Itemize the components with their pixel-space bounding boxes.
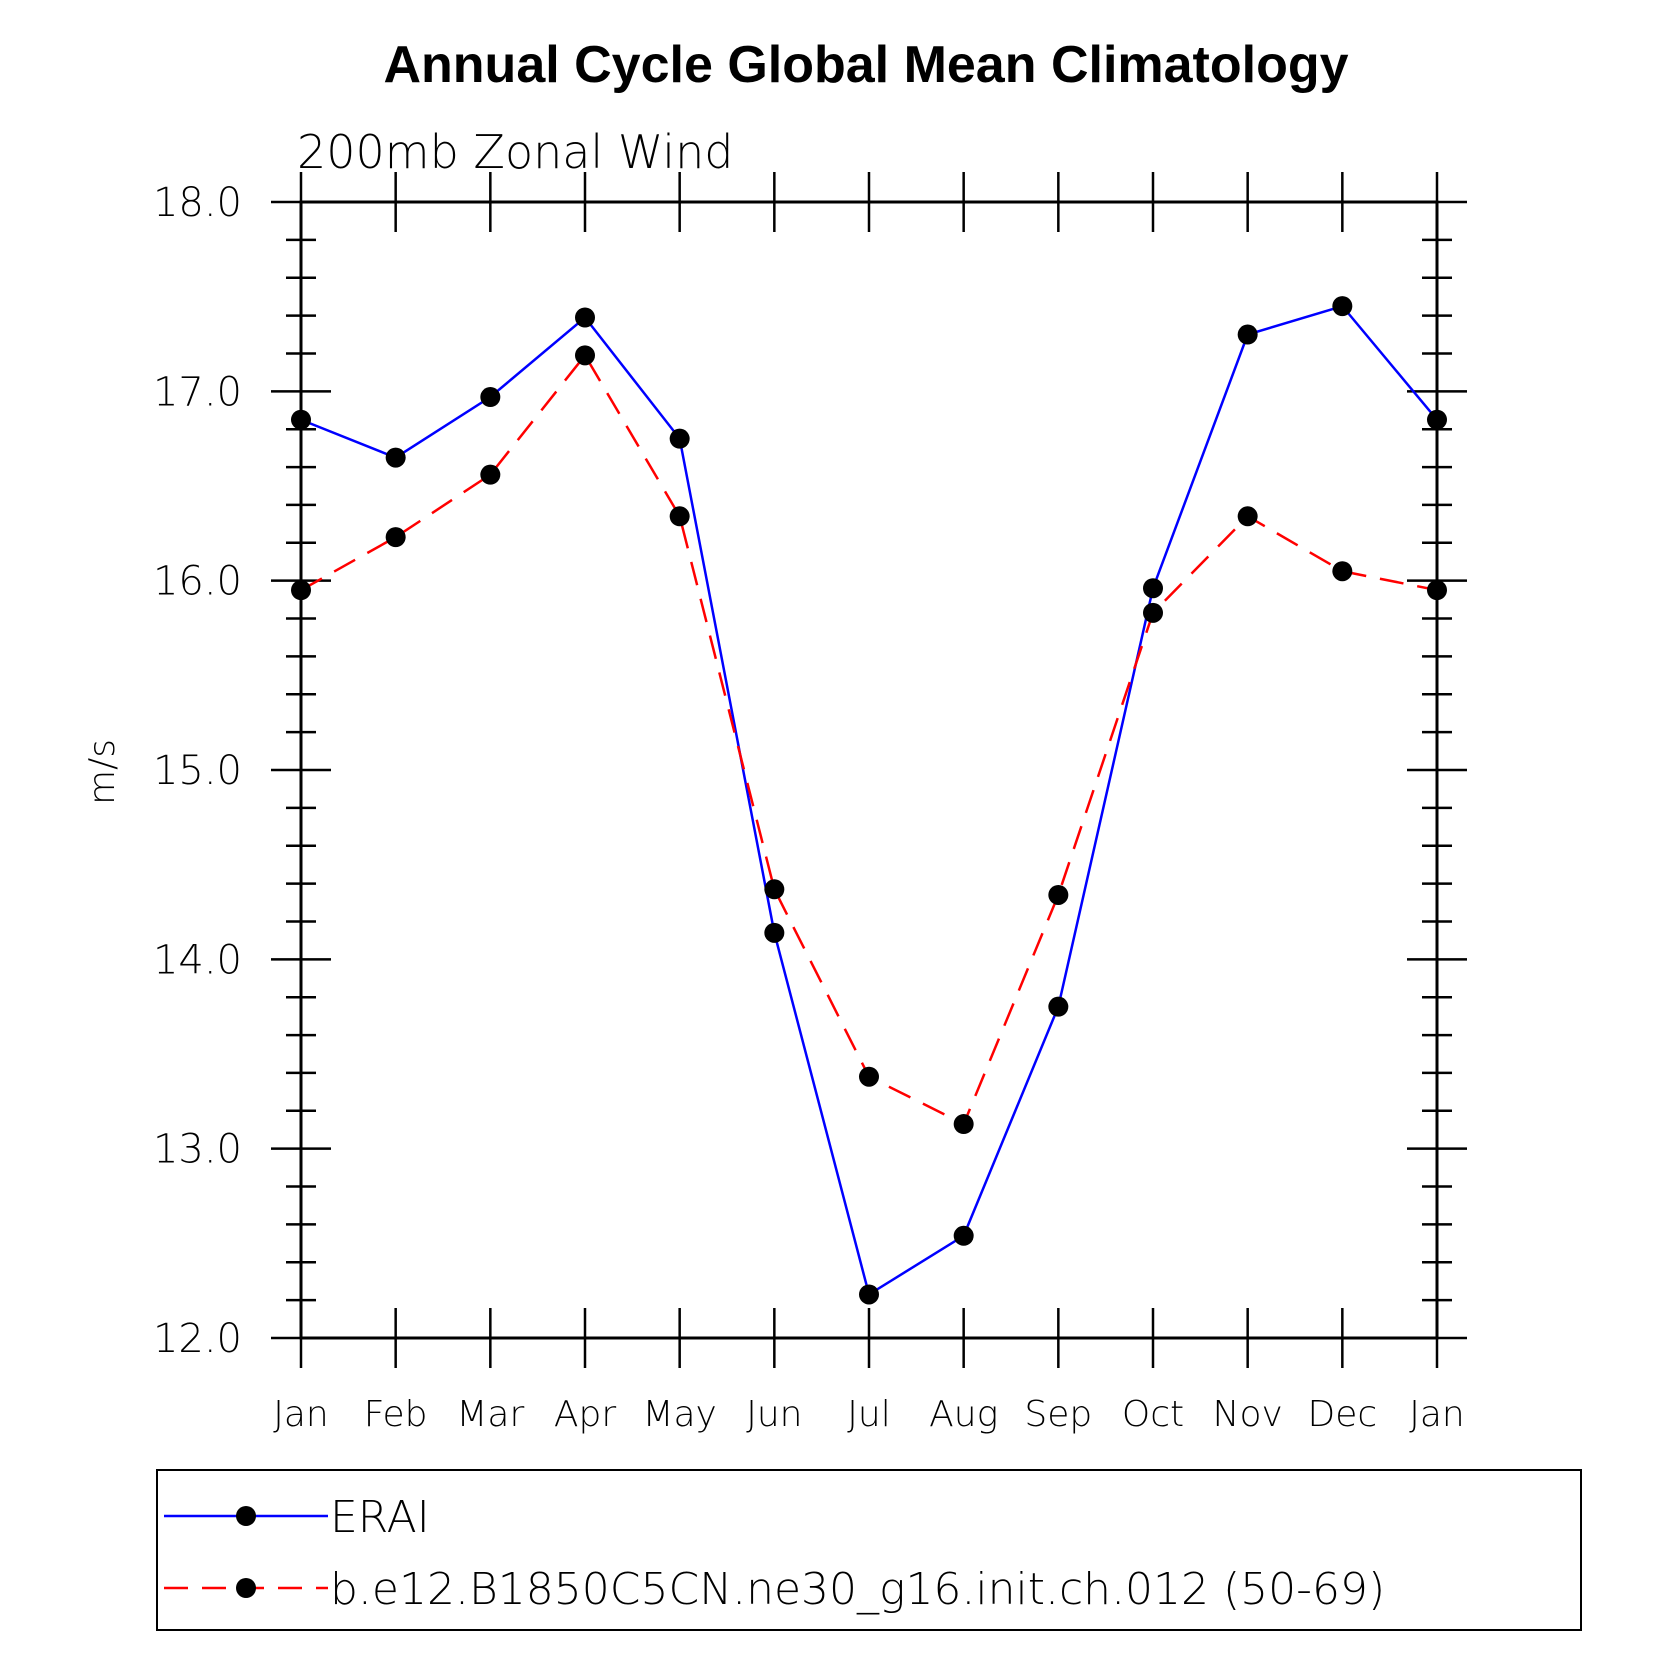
x-tick-label: May xyxy=(642,1394,716,1435)
data-point xyxy=(480,464,501,485)
x-tick-label: Oct xyxy=(1122,1394,1184,1435)
data-point xyxy=(291,580,311,601)
data-point xyxy=(1332,296,1353,317)
data-point xyxy=(1237,506,1258,527)
data-point xyxy=(1048,996,1069,1017)
data-point xyxy=(669,428,690,449)
series-line-2 xyxy=(300,353,1438,1126)
data-point xyxy=(1143,578,1163,599)
chart-title: Annual Cycle Global Mean Climatology xyxy=(383,36,1348,94)
data-point xyxy=(1143,602,1163,623)
data-point xyxy=(385,447,406,468)
data-point xyxy=(1427,580,1447,601)
plot-frame xyxy=(299,200,1439,1340)
legend-box xyxy=(156,1469,1582,1631)
data-point xyxy=(575,345,595,366)
data-point xyxy=(1332,561,1353,582)
chart-subtitle: 200mb Zonal Wind xyxy=(297,125,733,179)
data-point xyxy=(1237,324,1258,345)
y-axis-label: m/s xyxy=(82,739,123,805)
data-point xyxy=(669,506,690,527)
x-tick-label: Jan xyxy=(1409,1394,1465,1435)
series-layer xyxy=(291,296,1447,1305)
y-tick-label: 15.0 xyxy=(153,748,242,794)
x-tick-label: Apr xyxy=(554,1394,616,1435)
y-tick-label: 13.0 xyxy=(153,1127,242,1173)
data-point xyxy=(764,922,785,943)
data-point xyxy=(953,1114,974,1135)
x-tick-label: Dec xyxy=(1307,1394,1377,1435)
data-point xyxy=(859,1284,879,1305)
data-point xyxy=(1048,884,1069,905)
x-tick-labels: Jan Feb Mar Apr May Jun Jul Aug Sep Oct Nov Dec Jan xyxy=(273,1394,1465,1435)
legend-label-2: b.e12.B1850C5CN.ne30_g16.init.ch.012 (50… xyxy=(330,1564,1385,1615)
data-point xyxy=(575,307,595,328)
legend-marker-1 xyxy=(236,1506,256,1526)
x-tick-label: Feb xyxy=(364,1394,428,1435)
data-point xyxy=(291,409,311,430)
x-tick-label: Sep xyxy=(1024,1394,1092,1435)
data-point xyxy=(1427,409,1447,430)
y-tick-label: 16.0 xyxy=(153,559,242,605)
x-tick-label: Jul xyxy=(847,1394,890,1435)
x-tick-label: Mar xyxy=(456,1394,524,1435)
axes-ticks xyxy=(271,172,1467,1368)
x-tick-label: Aug xyxy=(929,1394,998,1435)
legend: ERAI b.e12.B1850C5CN.ne30_g16.init.ch.012… xyxy=(164,1492,1385,1615)
data-point xyxy=(480,387,501,408)
legend-marker-2 xyxy=(236,1578,256,1598)
series-line-1 xyxy=(300,304,1438,1297)
y-tick-label: 18.0 xyxy=(153,180,242,226)
data-point xyxy=(764,879,785,900)
legend-label-1: ERAI xyxy=(330,1492,430,1543)
data-point xyxy=(953,1225,974,1246)
y-tick-label: 17.0 xyxy=(153,369,242,415)
y-tick-label: 14.0 xyxy=(153,937,242,983)
y-tick-label: 12.0 xyxy=(153,1316,242,1362)
y-tick-labels: 12.0 13.0 14.0 15.0 16.0 17.0 18.0 xyxy=(153,180,242,1362)
x-tick-label: Jun xyxy=(746,1394,802,1435)
data-point xyxy=(859,1066,879,1087)
x-tick-label: Nov xyxy=(1213,1394,1283,1435)
data-point xyxy=(385,527,406,548)
x-tick-label: Jan xyxy=(273,1394,329,1435)
